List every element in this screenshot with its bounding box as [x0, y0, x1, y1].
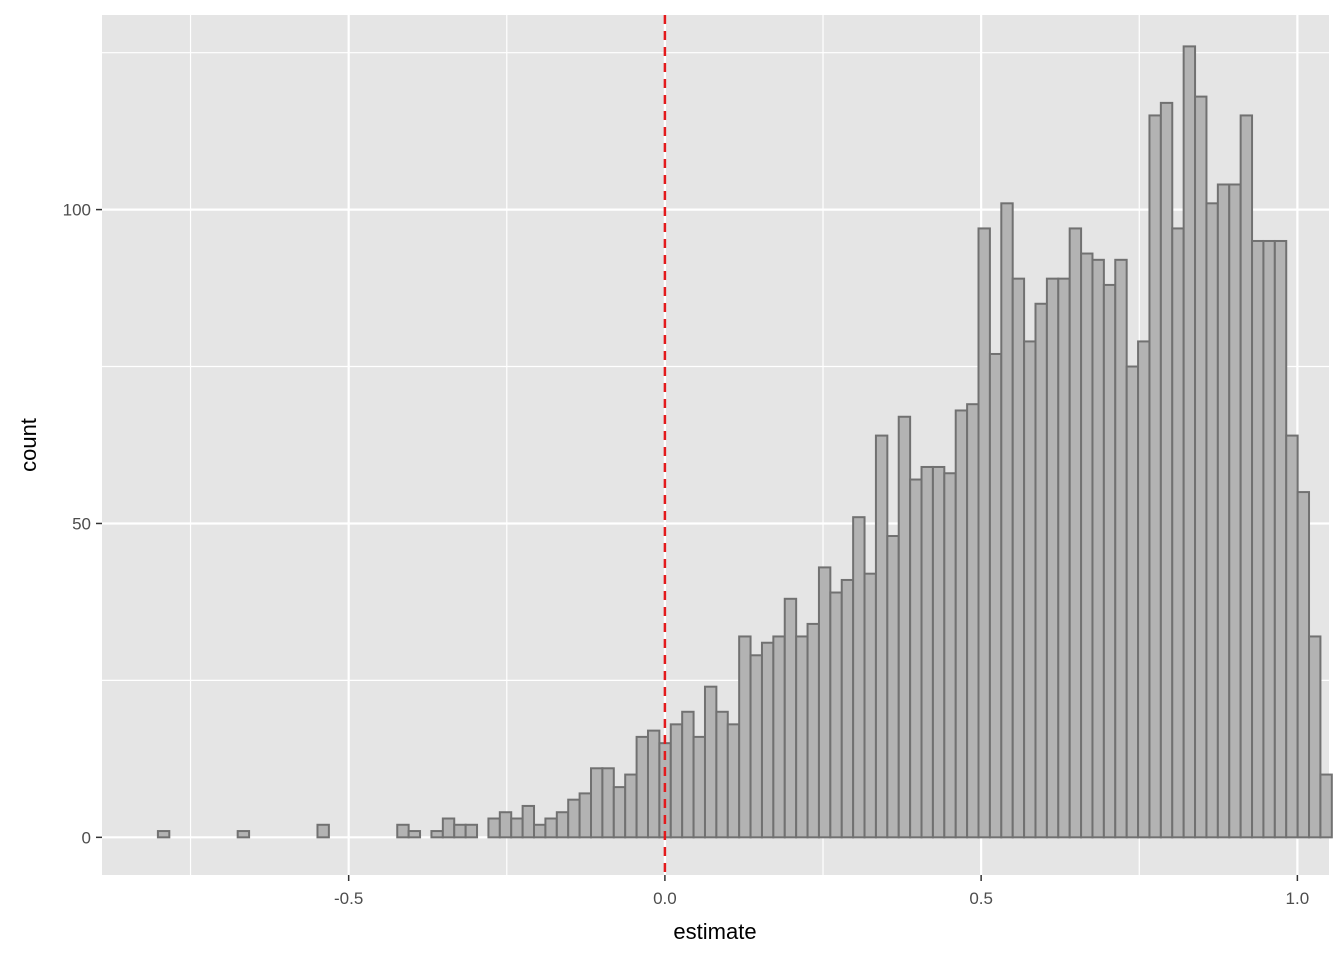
histogram-bar [703, 685, 718, 839]
histogram-bar [510, 817, 524, 839]
histogram-bar [715, 710, 729, 839]
histogram-bar [954, 409, 969, 839]
histogram-bar [601, 767, 615, 839]
x-axis-title: estimate [673, 919, 756, 944]
x-tick-label: 0.5 [969, 889, 993, 908]
histogram-bar [1194, 95, 1208, 839]
histogram-bar [863, 572, 877, 839]
histogram-bar [1057, 277, 1071, 839]
histogram-bar [726, 723, 741, 839]
histogram-bar [156, 830, 171, 839]
histogram-bar [567, 798, 581, 839]
histogram-bar [453, 823, 467, 839]
x-tick-label: 1.0 [1286, 889, 1310, 908]
histogram-bar [760, 641, 775, 839]
histogram-bar [840, 578, 855, 839]
histogram-bar [624, 773, 638, 839]
histogram-bar [1114, 258, 1128, 839]
histogram-bar [669, 723, 684, 839]
histogram-bar [817, 566, 832, 839]
histogram-bar [886, 535, 900, 839]
y-axis-title: count [16, 418, 41, 472]
histogram-bar [681, 710, 695, 839]
histogram-bar [407, 830, 422, 839]
histogram-bar [897, 415, 912, 839]
histogram-bar [464, 823, 479, 839]
histogram-bar [1239, 114, 1254, 839]
histogram-bar [920, 465, 934, 839]
histogram-bar [795, 635, 809, 839]
histogram-bar [646, 729, 661, 839]
histogram-bar [1262, 239, 1276, 839]
histogram-bar [441, 817, 456, 839]
histogram-bar [1171, 227, 1185, 839]
histogram-bar [1251, 239, 1265, 839]
histogram-bar [1045, 277, 1060, 839]
histogram-bar [874, 434, 889, 839]
histogram-bar [1091, 258, 1105, 839]
histogram-bar [544, 817, 558, 839]
histogram-bar [1011, 277, 1026, 839]
histogram-bar [783, 597, 798, 839]
histogram-bar [1182, 45, 1197, 839]
histogram-bar [1308, 635, 1322, 839]
histogram-bar [1159, 101, 1174, 839]
histogram-bar [692, 735, 706, 839]
histogram-bar [772, 635, 786, 839]
histogram-bar [396, 823, 410, 839]
histogram-bar [1023, 340, 1037, 839]
histogram-bar [988, 352, 1003, 839]
histogram-bars [156, 45, 1333, 839]
histogram-bar [1319, 773, 1333, 839]
histogram-bar [1296, 491, 1311, 839]
histogram-bar [1228, 183, 1242, 839]
histogram-bar [806, 622, 820, 839]
x-tick-label: -0.5 [334, 889, 363, 908]
histogram-bar [749, 654, 763, 839]
histogram-bar [430, 830, 444, 839]
x-tick-label: 0.0 [653, 889, 677, 908]
histogram-bar [555, 811, 570, 839]
histogram-bar [316, 823, 330, 839]
histogram-bar [612, 786, 627, 839]
y-tick-label: 0 [82, 828, 91, 847]
histogram-bar [909, 478, 923, 839]
histogram-bar [1102, 283, 1117, 839]
histogram-bar [1034, 302, 1048, 839]
histogram-bar [852, 516, 866, 839]
histogram-bar [578, 792, 593, 839]
histogram-bar [1137, 340, 1151, 839]
x-axis-ticks: -0.5 0.0 0.5 1.0 [334, 875, 1309, 908]
histogram-bar [1148, 114, 1162, 839]
histogram-bar [966, 403, 980, 839]
y-tick-label: 50 [72, 514, 91, 533]
histogram-bar [1285, 434, 1299, 839]
histogram-bar [931, 465, 946, 839]
histogram-bar [1080, 252, 1094, 839]
histogram-bar [533, 823, 547, 839]
histogram-bar [1273, 239, 1288, 839]
histogram-bar [487, 817, 501, 839]
y-tick-label: 100 [63, 201, 91, 220]
histogram-bar [1000, 202, 1014, 839]
y-axis-ticks: 0 50 100 [63, 201, 102, 847]
histogram-bar [1216, 183, 1231, 839]
histogram-bar [236, 830, 251, 839]
histogram-bar [1205, 202, 1219, 839]
histogram-bar [590, 767, 604, 839]
histogram-bar [635, 735, 649, 839]
histogram-bar [521, 804, 536, 839]
histogram-bar [1125, 365, 1140, 839]
histogram-bar [829, 591, 843, 839]
histogram-bar [977, 227, 991, 839]
histogram-bar [943, 472, 957, 839]
histogram-bar [498, 811, 513, 839]
histogram-bar [1068, 227, 1083, 839]
histogram-bar [738, 635, 752, 839]
